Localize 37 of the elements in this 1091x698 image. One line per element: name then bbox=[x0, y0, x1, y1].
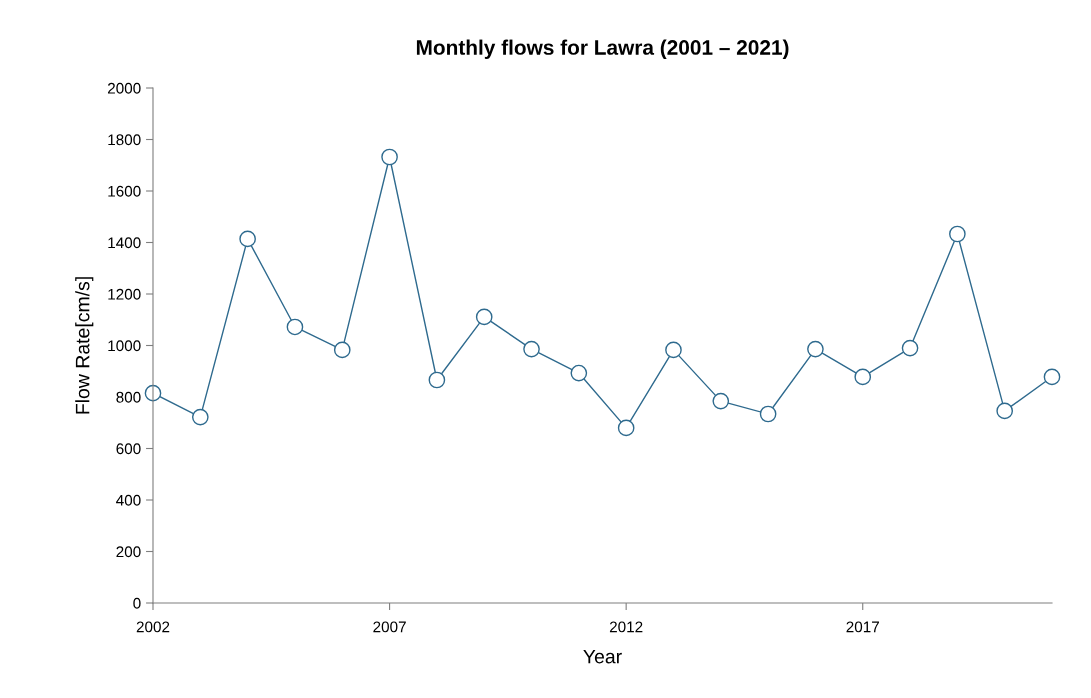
point bbox=[712, 392, 730, 410]
y-tick-label: 400 bbox=[116, 494, 141, 506]
point bbox=[807, 340, 824, 358]
y-tick-label: 1400 bbox=[108, 237, 141, 249]
point bbox=[617, 419, 635, 437]
point bbox=[570, 364, 588, 382]
point bbox=[996, 402, 1014, 420]
x-axis-title: Year bbox=[583, 649, 622, 664]
y-tick-label: 600 bbox=[116, 443, 141, 455]
y-tick-label: 200 bbox=[116, 546, 141, 558]
point bbox=[854, 368, 872, 386]
y-axis-title: Flow Rate[cm/s] bbox=[75, 277, 94, 414]
chart-title: Monthly flows for Lawra (2001 – 2021) bbox=[416, 39, 789, 59]
point bbox=[901, 339, 919, 357]
y-tick-label: 1600 bbox=[108, 185, 141, 197]
point bbox=[428, 371, 446, 389]
point bbox=[949, 225, 966, 243]
y-tick-label: 1800 bbox=[108, 134, 141, 146]
point bbox=[475, 308, 493, 326]
y-tick-label: 0 bbox=[133, 597, 141, 609]
y-tick-label: 2000 bbox=[107, 82, 141, 94]
point bbox=[759, 405, 777, 423]
x-tick-label: 2012 bbox=[609, 621, 643, 633]
x-tick-label: 2002 bbox=[136, 621, 170, 633]
point bbox=[1043, 368, 1061, 386]
y-tick-label: 1200 bbox=[108, 288, 141, 300]
y-tick-label: 1000 bbox=[108, 340, 141, 352]
point bbox=[523, 340, 540, 358]
x-tick-label: 2007 bbox=[373, 621, 406, 633]
point bbox=[333, 341, 351, 359]
point bbox=[191, 408, 209, 426]
point bbox=[381, 148, 398, 166]
point bbox=[286, 318, 304, 336]
y-tick-label: 800 bbox=[116, 391, 141, 403]
point bbox=[239, 230, 256, 248]
x-tick-label: 2017 bbox=[846, 621, 879, 633]
point bbox=[665, 341, 682, 359]
